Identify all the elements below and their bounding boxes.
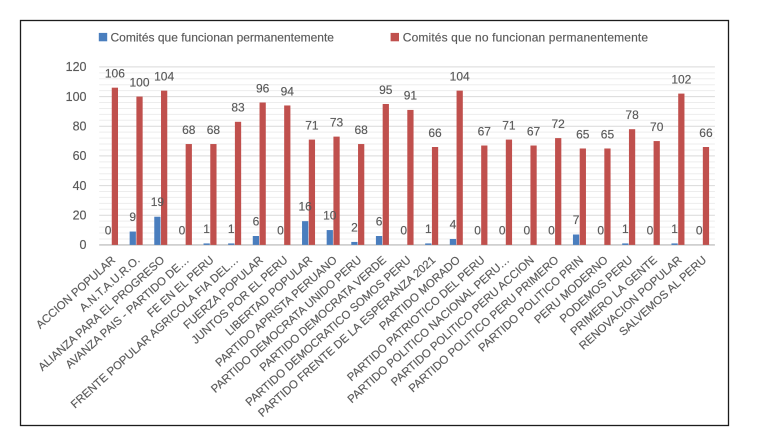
svg-text:71: 71 xyxy=(502,118,516,132)
svg-text:2: 2 xyxy=(351,220,358,234)
svg-text:7: 7 xyxy=(573,213,580,227)
svg-text:68: 68 xyxy=(207,123,221,137)
svg-text:100: 100 xyxy=(130,75,150,89)
svg-text:6: 6 xyxy=(376,215,383,229)
svg-text:16: 16 xyxy=(298,200,312,214)
svg-text:78: 78 xyxy=(625,108,639,122)
svg-text:106: 106 xyxy=(105,66,125,80)
svg-text:0: 0 xyxy=(548,223,555,237)
svg-text:104: 104 xyxy=(154,69,174,83)
svg-text:0: 0 xyxy=(400,223,407,237)
svg-text:19: 19 xyxy=(151,195,165,209)
svg-text:67: 67 xyxy=(478,124,492,138)
svg-text:0: 0 xyxy=(80,238,87,252)
svg-text:120: 120 xyxy=(66,60,87,74)
svg-text:94: 94 xyxy=(281,84,295,98)
svg-text:70: 70 xyxy=(650,120,664,134)
svg-text:0: 0 xyxy=(277,223,284,237)
svg-text:67: 67 xyxy=(527,124,541,138)
svg-text:Comités que no funcionan perma: Comités que no funcionan permanentemente xyxy=(403,30,649,44)
svg-text:71: 71 xyxy=(305,118,319,132)
svg-text:68: 68 xyxy=(182,123,196,137)
svg-text:0: 0 xyxy=(597,223,604,237)
svg-text:10: 10 xyxy=(323,209,337,223)
svg-text:40: 40 xyxy=(73,179,87,193)
svg-text:104: 104 xyxy=(450,69,470,83)
svg-text:Comités que funcionan permanen: Comités que funcionan permanentemente xyxy=(111,30,335,44)
svg-text:0: 0 xyxy=(647,223,654,237)
svg-text:102: 102 xyxy=(671,72,691,86)
svg-text:83: 83 xyxy=(231,101,245,115)
svg-text:73: 73 xyxy=(330,115,344,129)
svg-text:96: 96 xyxy=(256,81,270,95)
svg-text:20: 20 xyxy=(73,209,87,223)
svg-text:6: 6 xyxy=(253,215,260,229)
svg-text:1: 1 xyxy=(203,222,210,236)
svg-text:1: 1 xyxy=(228,222,235,236)
svg-text:91: 91 xyxy=(404,89,418,103)
svg-text:0: 0 xyxy=(474,223,481,237)
svg-text:100: 100 xyxy=(66,90,87,104)
svg-text:0: 0 xyxy=(499,223,506,237)
svg-text:95: 95 xyxy=(379,83,393,97)
svg-text:65: 65 xyxy=(601,127,615,141)
svg-text:68: 68 xyxy=(354,123,368,137)
svg-text:60: 60 xyxy=(73,149,87,163)
svg-text:66: 66 xyxy=(428,126,442,140)
svg-text:66: 66 xyxy=(699,126,713,140)
svg-text:1: 1 xyxy=(671,222,678,236)
svg-text:65: 65 xyxy=(576,127,590,141)
svg-text:0: 0 xyxy=(179,223,186,237)
svg-text:9: 9 xyxy=(129,210,136,224)
svg-text:80: 80 xyxy=(73,120,87,134)
svg-text:0: 0 xyxy=(105,223,112,237)
svg-text:0: 0 xyxy=(696,223,703,237)
svg-text:0: 0 xyxy=(523,223,530,237)
svg-text:1: 1 xyxy=(425,222,432,236)
svg-text:1: 1 xyxy=(622,222,629,236)
svg-text:72: 72 xyxy=(552,117,566,131)
svg-text:4: 4 xyxy=(450,217,457,231)
